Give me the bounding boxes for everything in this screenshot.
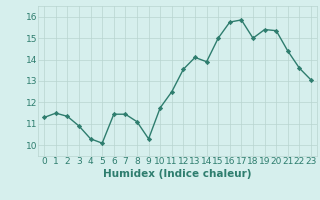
- X-axis label: Humidex (Indice chaleur): Humidex (Indice chaleur): [103, 169, 252, 179]
